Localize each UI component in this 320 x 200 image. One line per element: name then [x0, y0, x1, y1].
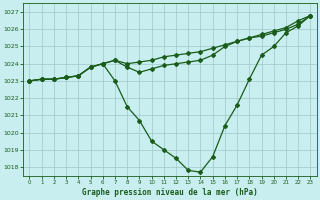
X-axis label: Graphe pression niveau de la mer (hPa): Graphe pression niveau de la mer (hPa) — [82, 188, 258, 197]
